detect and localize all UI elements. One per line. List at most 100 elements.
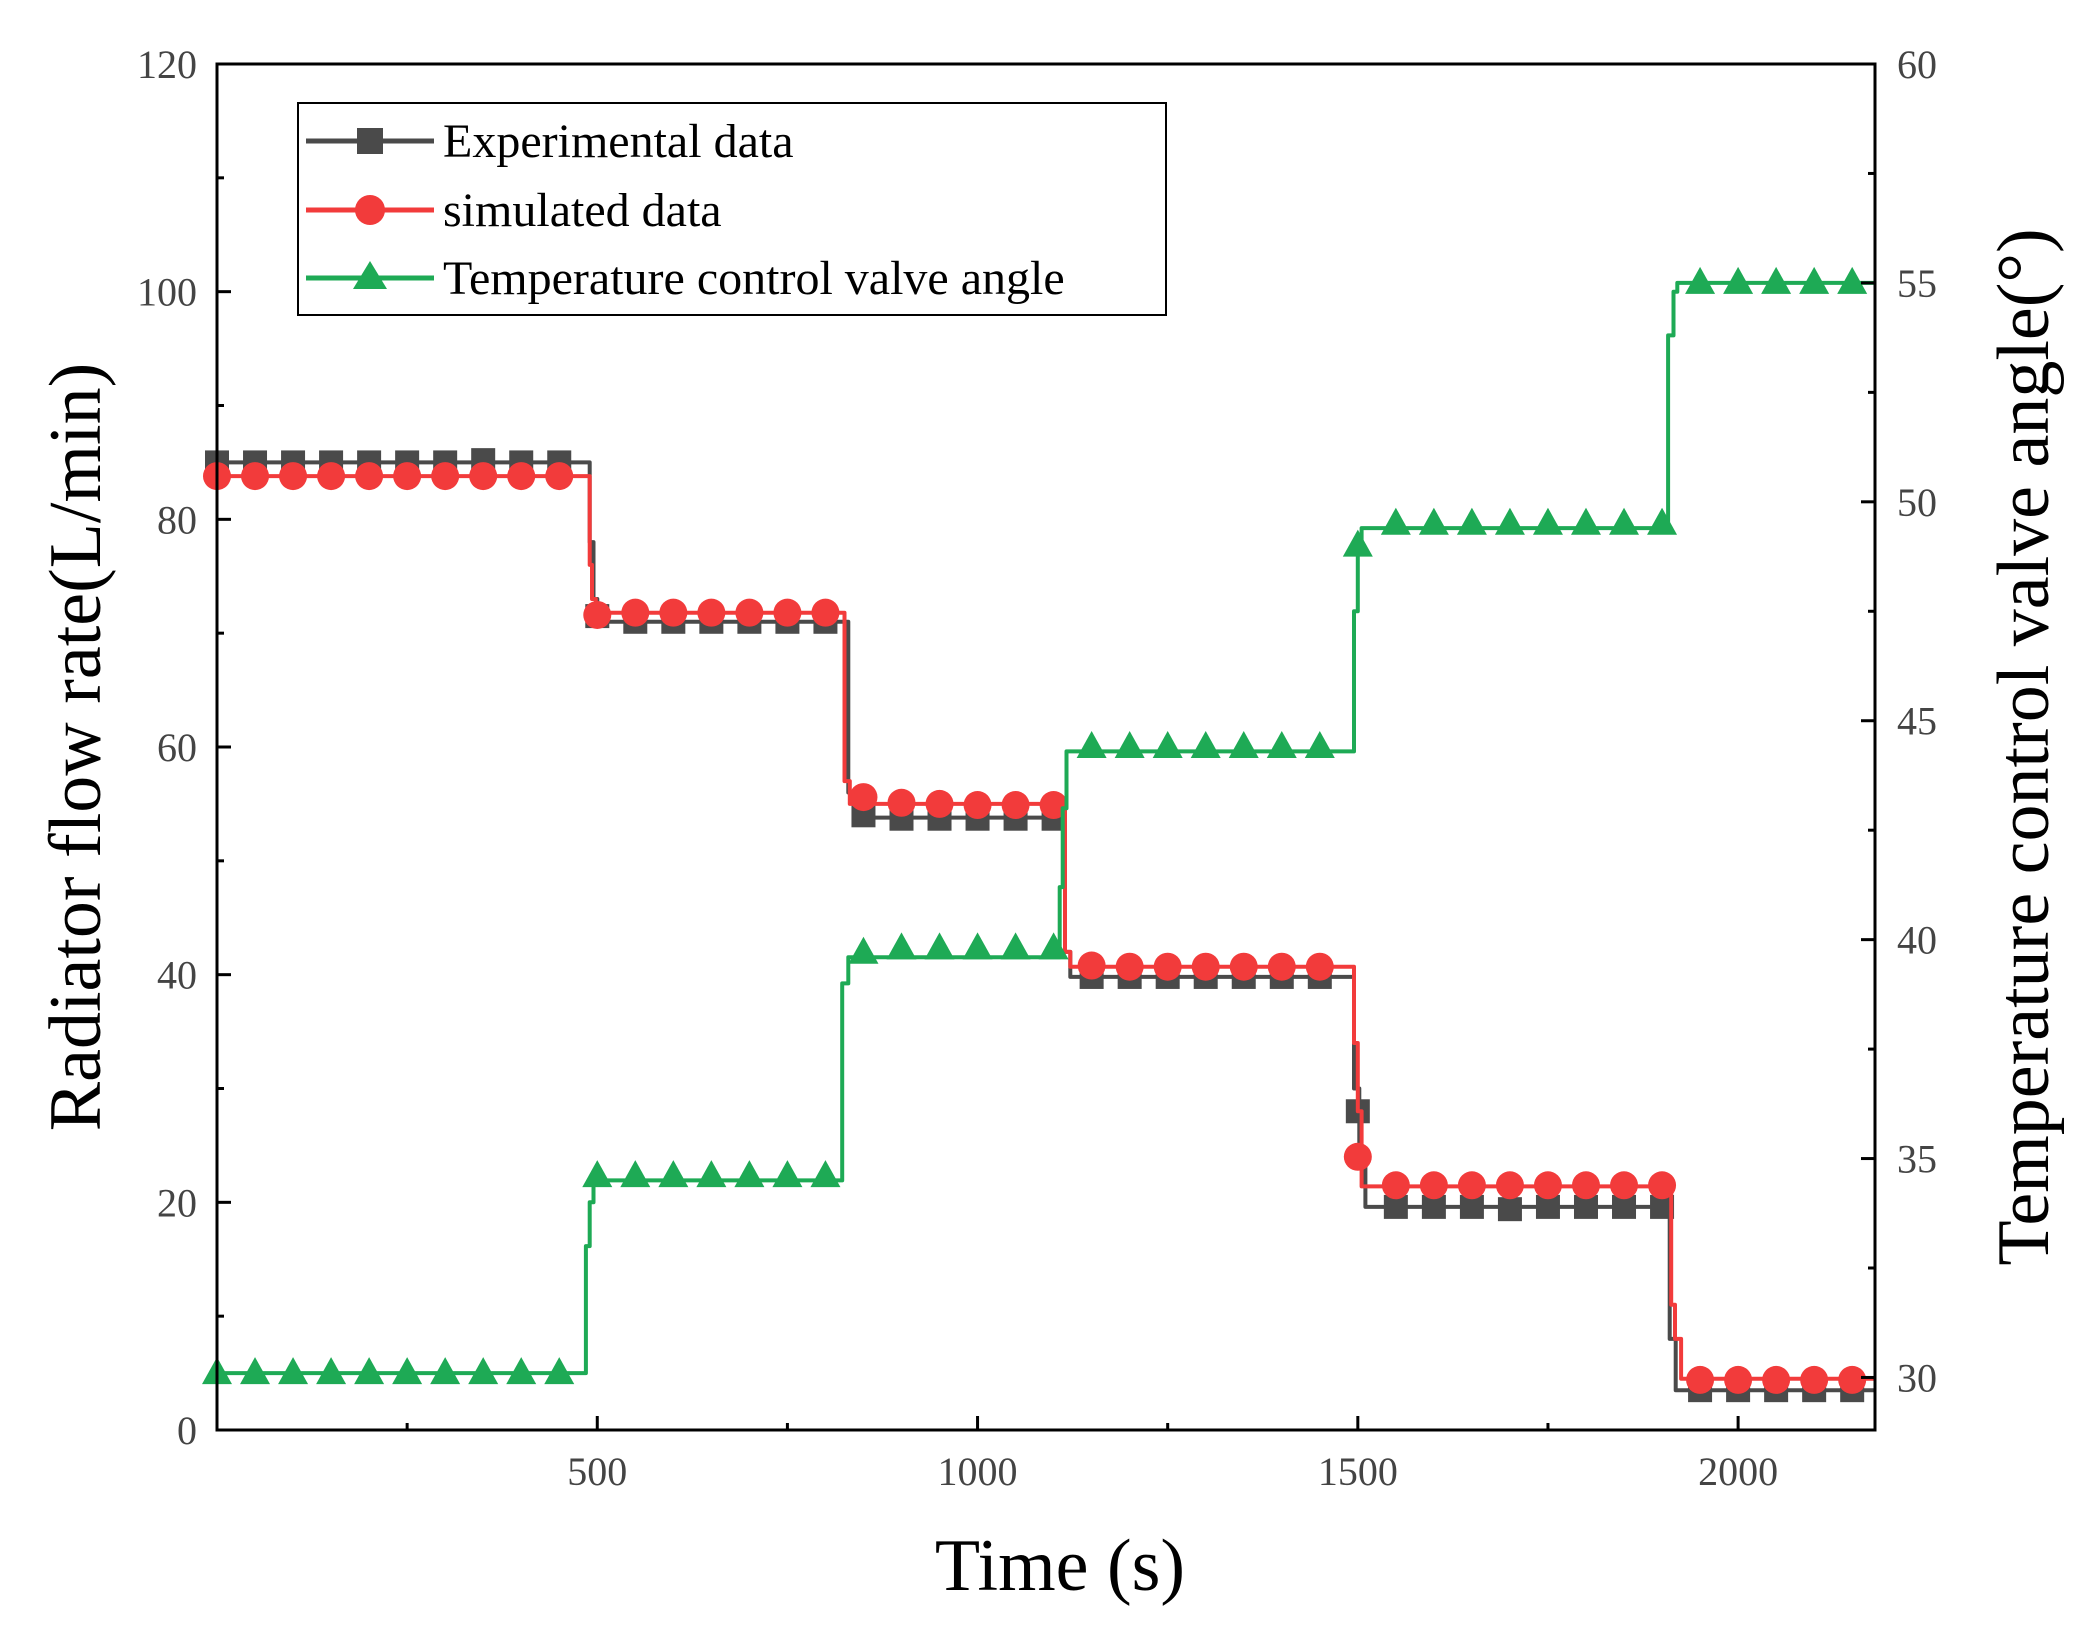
series-2 bbox=[202, 266, 1875, 1385]
data-point-triangle bbox=[1000, 932, 1031, 960]
data-point-circle bbox=[1495, 1171, 1524, 1200]
data-point-circle bbox=[393, 462, 422, 491]
data-point-triangle bbox=[1266, 731, 1297, 758]
data-point-circle bbox=[1648, 1171, 1677, 1200]
data-point-triangle bbox=[810, 1160, 841, 1188]
series-layer bbox=[202, 266, 1875, 1403]
data-point-triangle bbox=[1076, 731, 1107, 758]
x-tick-label: 1500 bbox=[1318, 1449, 1398, 1494]
data-point-triangle bbox=[316, 1357, 347, 1385]
y-tick-label: 80 bbox=[157, 497, 197, 542]
data-point-circle bbox=[1686, 1365, 1715, 1394]
data-point-triangle bbox=[734, 1160, 765, 1188]
series-line bbox=[217, 474, 1875, 1381]
data-point-triangle bbox=[1342, 529, 1373, 557]
data-point-circle bbox=[811, 598, 840, 627]
data-point-triangle bbox=[1761, 266, 1792, 294]
data-point-triangle bbox=[1038, 932, 1069, 960]
data-point-triangle bbox=[886, 932, 917, 960]
legend-marker-square bbox=[357, 128, 383, 154]
data-point-triangle bbox=[696, 1160, 727, 1188]
data-point-circle bbox=[1343, 1142, 1372, 1171]
y-tick-label: 60 bbox=[157, 725, 197, 770]
legend-marker-circle bbox=[355, 195, 385, 225]
y2-axis-title: Temperature control valve angle(°) bbox=[1983, 228, 2065, 1265]
data-point-circle bbox=[1724, 1365, 1753, 1394]
data-point-circle bbox=[431, 462, 460, 491]
legend-item-simulated: simulated data bbox=[306, 184, 722, 237]
data-point-circle bbox=[1571, 1171, 1600, 1200]
data-point-circle bbox=[279, 462, 308, 491]
legend-label-simulated: simulated data bbox=[443, 184, 722, 237]
data-point-triangle bbox=[658, 1160, 689, 1188]
data-point-circle bbox=[1229, 952, 1258, 981]
legend-item-valve-angle: Temperature control valve angle bbox=[306, 252, 1065, 305]
data-point-triangle bbox=[354, 1357, 385, 1385]
data-point-triangle bbox=[1456, 507, 1487, 535]
data-point-triangle bbox=[430, 1357, 461, 1385]
y2-tick-label: 45 bbox=[1897, 699, 1937, 744]
data-point-circle bbox=[773, 598, 802, 627]
data-point-triangle bbox=[1304, 731, 1335, 758]
series-line bbox=[217, 280, 1875, 1376]
data-point-circle bbox=[545, 462, 574, 491]
legend-item-experimental: Experimental data bbox=[306, 115, 794, 168]
data-point-triangle bbox=[240, 1357, 271, 1385]
data-point-triangle bbox=[924, 932, 955, 960]
data-point-triangle bbox=[772, 1160, 803, 1188]
data-point-triangle bbox=[1647, 507, 1678, 535]
y2-tick-label: 50 bbox=[1897, 480, 1937, 525]
data-point-circle bbox=[1305, 952, 1334, 981]
data-point-triangle bbox=[278, 1357, 309, 1385]
data-point-triangle bbox=[1609, 507, 1640, 535]
data-point-triangle bbox=[1418, 507, 1449, 535]
x-tick-label: 1000 bbox=[938, 1449, 1018, 1494]
data-point-triangle bbox=[848, 936, 879, 964]
data-point-triangle bbox=[1570, 507, 1601, 535]
data-point-triangle bbox=[392, 1357, 423, 1385]
data-point-circle bbox=[317, 462, 346, 491]
ticks-layer: 500 1000 1500 2000 0 20 40 60 80 100 120 30 35 40 45 50… bbox=[137, 42, 1937, 1494]
data-point-triangle bbox=[620, 1160, 651, 1188]
data-point-circle bbox=[1381, 1171, 1410, 1200]
y-tick-label: 100 bbox=[137, 270, 197, 315]
legend-label-valve-angle: Temperature control valve angle bbox=[443, 252, 1065, 305]
data-point-circle bbox=[507, 462, 536, 491]
data-point-square bbox=[1497, 1197, 1522, 1222]
data-point-circle bbox=[1077, 951, 1106, 980]
data-point-circle bbox=[1115, 952, 1144, 981]
y-tick-label: 20 bbox=[157, 1180, 197, 1225]
data-point-circle bbox=[583, 600, 612, 629]
data-point-circle bbox=[1533, 1171, 1562, 1200]
data-point-triangle bbox=[468, 1357, 499, 1385]
x-axis-title: Time (s) bbox=[935, 1525, 1185, 1607]
data-point-triangle bbox=[1837, 266, 1868, 294]
data-point-triangle bbox=[962, 932, 993, 960]
data-point-circle bbox=[241, 462, 270, 491]
data-point-triangle bbox=[1532, 507, 1563, 535]
data-point-circle bbox=[355, 462, 384, 491]
data-point-triangle bbox=[1114, 731, 1145, 758]
y2-tick-label: 40 bbox=[1897, 918, 1937, 963]
legend-marker-triangle bbox=[353, 261, 387, 289]
x-tick-label: 500 bbox=[567, 1449, 627, 1494]
data-point-circle bbox=[1419, 1171, 1448, 1200]
y2-tick-label: 30 bbox=[1897, 1355, 1937, 1400]
legend-label-experimental: Experimental data bbox=[443, 115, 794, 168]
data-point-triangle bbox=[1380, 507, 1411, 535]
data-point-circle bbox=[1838, 1365, 1867, 1394]
legend-box bbox=[297, 102, 1167, 316]
data-point-circle bbox=[735, 598, 764, 627]
data-point-triangle bbox=[506, 1357, 537, 1385]
data-point-circle bbox=[887, 788, 916, 817]
x-tick-label: 2000 bbox=[1698, 1449, 1778, 1494]
data-point-triangle bbox=[1152, 731, 1183, 758]
y-axis-title: Radiator flow rate(L/min) bbox=[35, 363, 117, 1132]
data-point-triangle bbox=[582, 1160, 613, 1188]
data-point-triangle bbox=[1685, 266, 1716, 294]
data-point-circle bbox=[1001, 791, 1030, 820]
data-point-triangle bbox=[1723, 266, 1754, 294]
data-point-circle bbox=[963, 791, 992, 820]
series-1 bbox=[203, 462, 1875, 1394]
data-point-triangle bbox=[1228, 731, 1259, 758]
